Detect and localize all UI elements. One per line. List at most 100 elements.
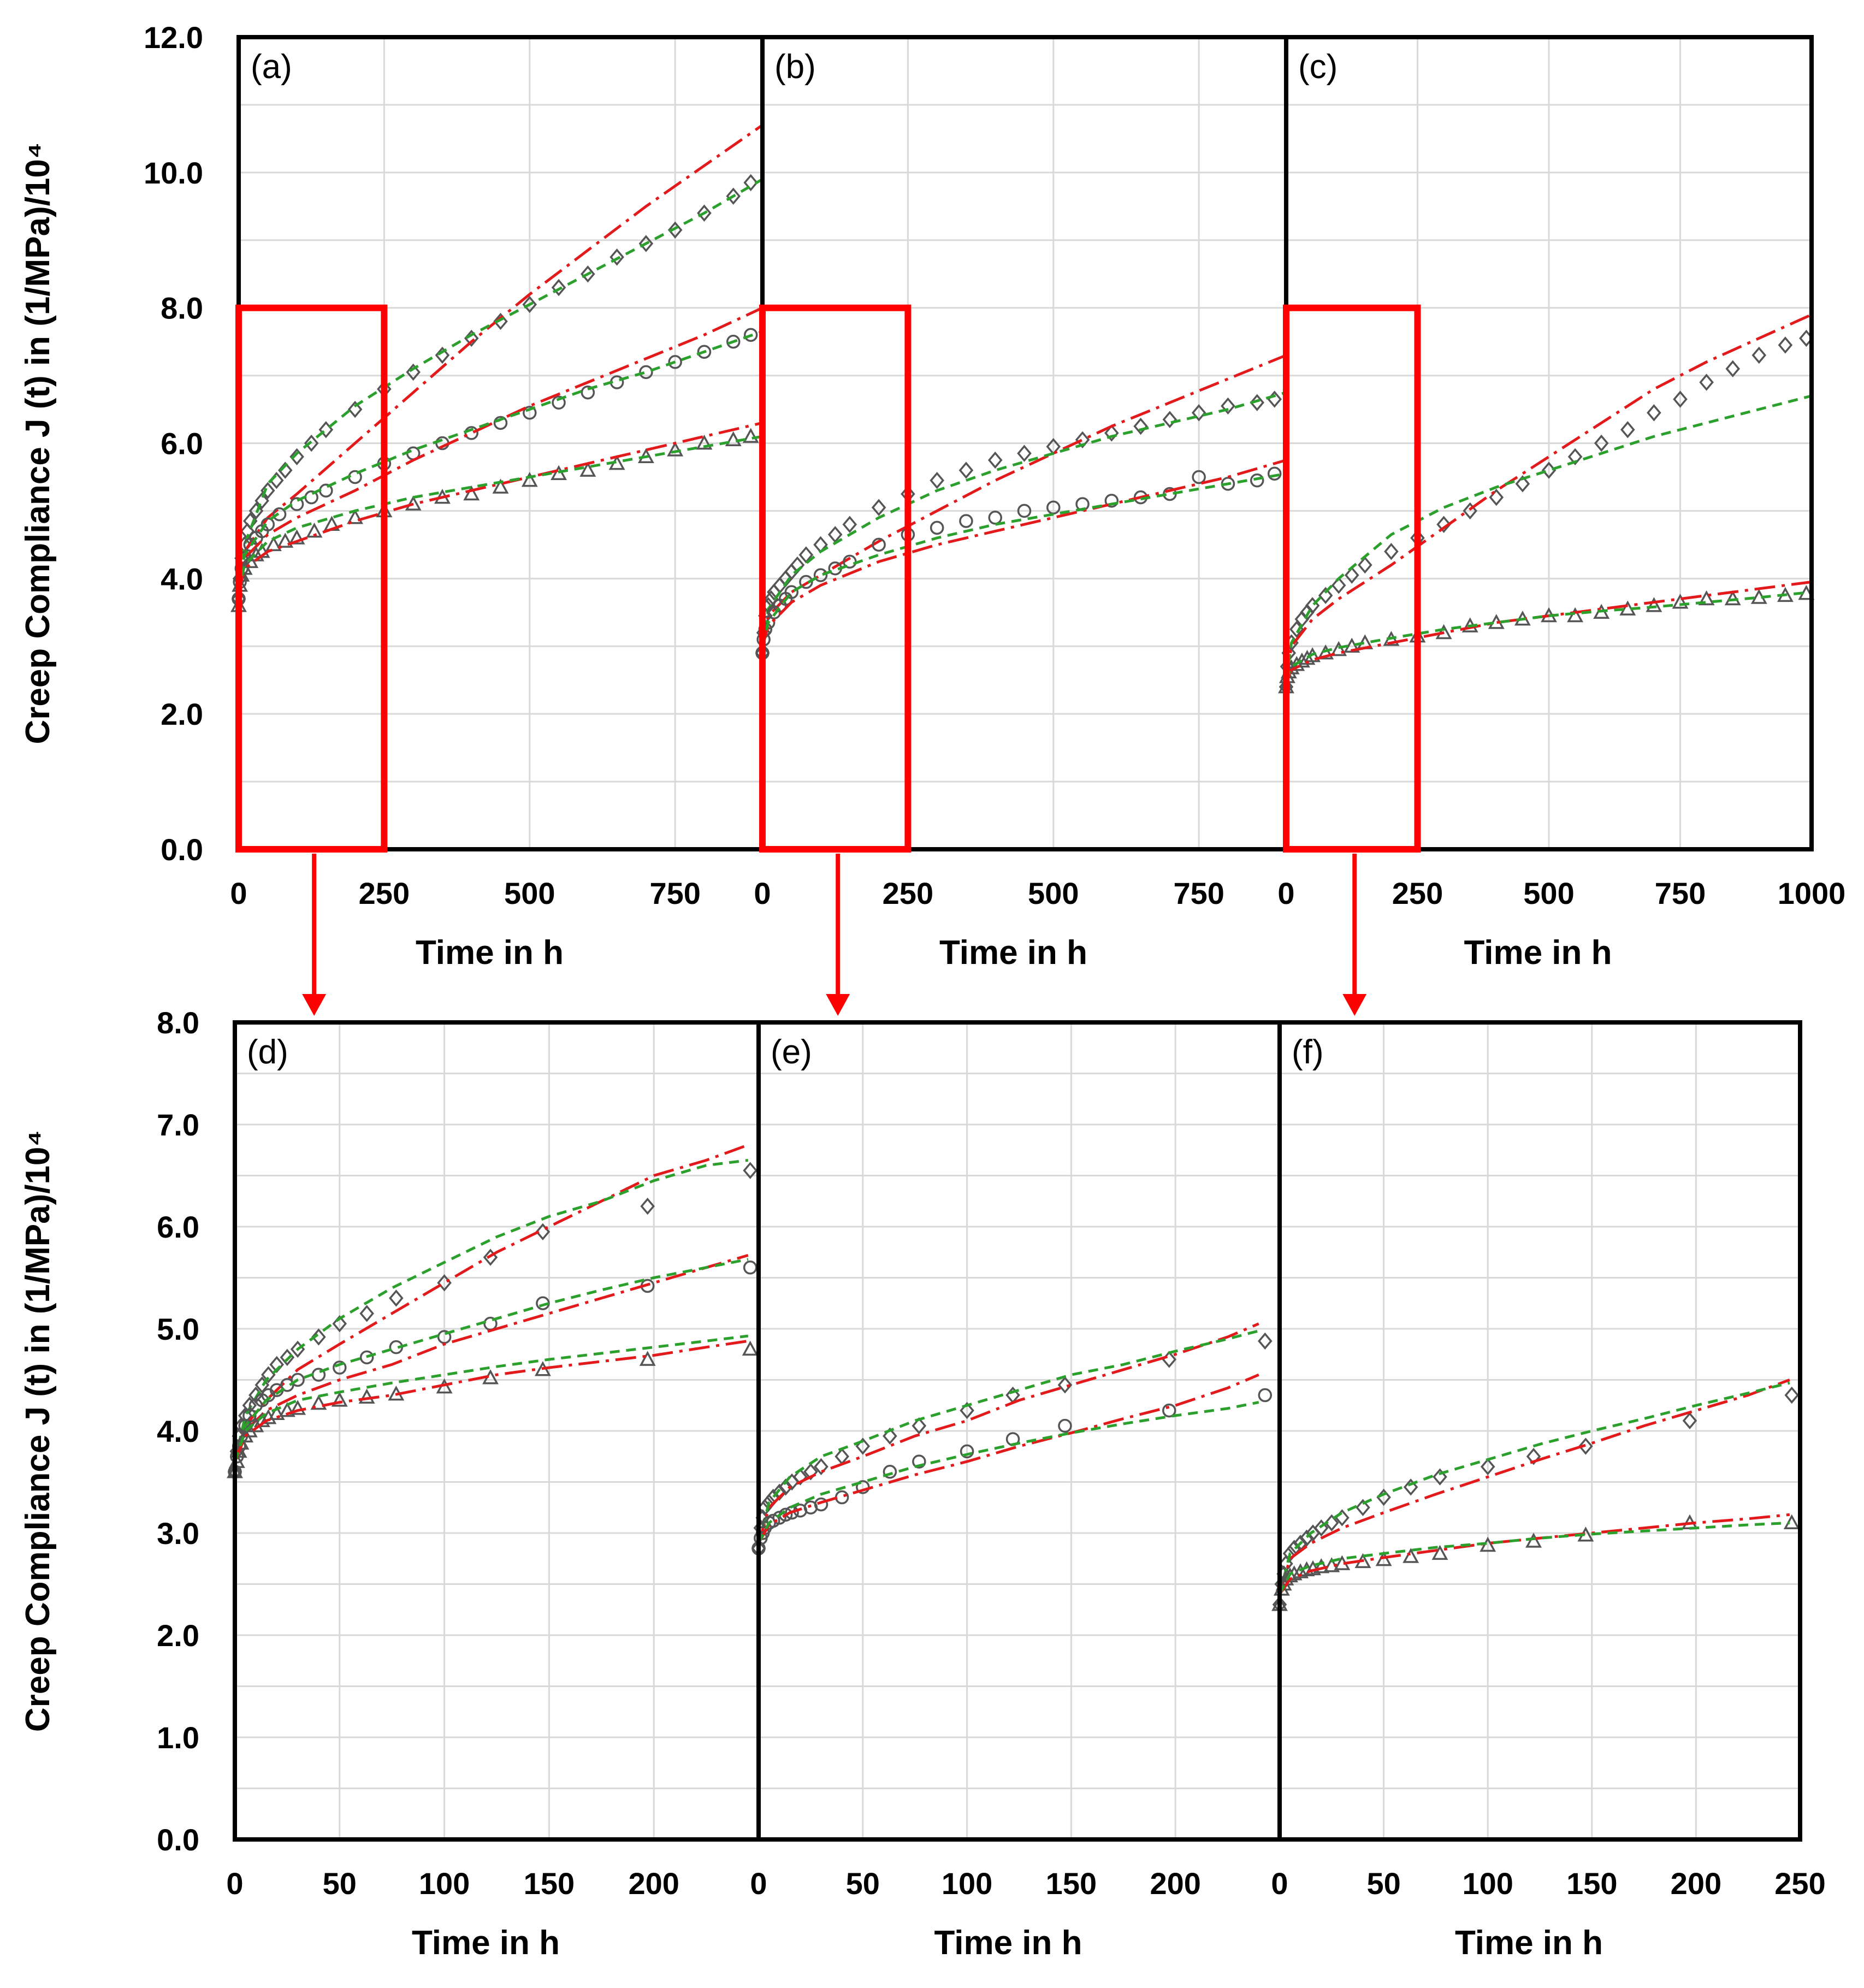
data-point-circle <box>1258 1388 1273 1403</box>
data-point-diamond <box>803 1463 818 1481</box>
data-point-diamond <box>1463 502 1477 520</box>
data-point-triangle <box>1646 597 1662 612</box>
data-point-triangle <box>331 1392 348 1407</box>
fit-line-green <box>233 1158 749 1462</box>
data-point-diamond <box>1191 404 1206 422</box>
data-point-diamond <box>1017 445 1032 462</box>
data-point-circle <box>988 511 1002 525</box>
data-point-diamond <box>1436 516 1451 533</box>
data-point-diamond <box>289 448 304 465</box>
data-point-diamond <box>958 461 974 479</box>
data-point-circle <box>1058 1418 1072 1433</box>
x-tick-label: 150 <box>1046 1866 1097 1901</box>
panel-d: (d) 0 50 100 150 200 Time in h 0.0 1.0 2.0 3.0 4.0 5… <box>19 1005 761 1962</box>
data-point-diamond <box>772 1483 787 1501</box>
zoom-arrow-head <box>1342 994 1367 1016</box>
data-point-diamond <box>311 1328 326 1346</box>
data-point-diamond <box>871 499 886 516</box>
data-point-circle <box>743 328 758 342</box>
x-tick-label: 200 <box>1671 1866 1721 1901</box>
data-point-circle <box>1104 494 1119 508</box>
data-point-triangle <box>310 1394 327 1410</box>
data-point-diamond <box>1751 346 1767 364</box>
data-point-triangle <box>1431 1545 1448 1560</box>
fit-line-red <box>237 421 763 593</box>
data-point-diamond <box>1358 556 1372 574</box>
data-point-triangle <box>696 434 713 450</box>
x-tick-label: 0 <box>750 1866 767 1901</box>
data-point-triangle <box>288 529 305 545</box>
data-point-diamond <box>1578 1437 1593 1455</box>
data-point-diamond <box>1725 360 1740 377</box>
fit-line-red <box>233 1254 749 1462</box>
data-point-circle <box>493 416 508 430</box>
x-tick-label: 100 <box>419 1866 470 1901</box>
x-axis-title: Time in h <box>416 934 564 972</box>
data-point-circle <box>272 507 287 522</box>
fit-line-green <box>233 1334 749 1462</box>
y-tick-label: 0.0 <box>161 832 203 867</box>
x-tick-label: 250 <box>359 876 410 910</box>
fit-line-red <box>761 354 1287 647</box>
data-point-diamond <box>1526 1448 1541 1465</box>
fit-line-red <box>1285 313 1813 681</box>
data-point-triangle <box>1299 649 1316 665</box>
x-tick-label: 100 <box>1462 1866 1513 1901</box>
data-point-diamond <box>1257 1332 1273 1350</box>
y-tick-label: 4.0 <box>161 561 203 596</box>
fit-line-red <box>237 124 764 593</box>
series-circle <box>751 1373 1273 1555</box>
fit-line-green <box>237 330 763 593</box>
fit-line-green <box>1285 394 1812 681</box>
series-circle <box>755 459 1287 660</box>
data-point-diamond <box>1299 1529 1314 1547</box>
data-point-diamond <box>1318 587 1333 605</box>
data-point-triangle <box>268 1405 285 1420</box>
data-point-diamond <box>743 174 758 192</box>
y-tick-label: 1.0 <box>157 1720 199 1755</box>
panel-e: (e) 0 50 100 150 200 Time in h <box>750 1020 1282 1962</box>
data-point-diamond <box>1356 1499 1370 1516</box>
fit-line-red <box>233 1339 749 1463</box>
data-point-triangle <box>667 441 684 457</box>
data-point-diamond <box>255 492 269 510</box>
fit-line-green <box>761 391 1287 647</box>
y-tick-label: 6.0 <box>157 1210 199 1244</box>
data-point-diamond <box>793 1468 808 1486</box>
data-point-diamond <box>1778 336 1793 354</box>
data-point-diamond <box>493 312 508 330</box>
data-point-diamond <box>269 1356 285 1374</box>
y-tick-label: 0.0 <box>157 1823 199 1857</box>
data-point-diamond <box>535 1223 551 1241</box>
data-point-diamond <box>1489 488 1504 506</box>
data-point-diamond <box>667 221 683 239</box>
series-triangle <box>1278 581 1815 694</box>
data-point-diamond <box>261 1366 276 1383</box>
data-point-circle <box>930 520 944 535</box>
panel-frame <box>1277 1020 1802 1842</box>
x-tick-label: 250 <box>1392 876 1443 910</box>
data-point-circle <box>359 1350 374 1365</box>
panel-label: (c) <box>1298 48 1338 86</box>
data-point-diamond <box>1515 475 1530 493</box>
x-tick-label: 0 <box>230 876 247 910</box>
x-tick-label: 1000 <box>1778 876 1846 910</box>
data-point-circle <box>1192 470 1206 484</box>
fit-line-red <box>757 1373 1259 1544</box>
data-point-triangle <box>1525 1533 1542 1548</box>
data-point-triangle <box>1403 1548 1419 1563</box>
panel-a: (a) 0 250 500 750 Time in h 0.0 2.0 4.0 6.0 8.0 10.… <box>19 20 765 972</box>
data-point-diamond <box>551 279 566 297</box>
data-point-diamond <box>1403 1478 1418 1496</box>
data-point-diamond <box>1313 1519 1329 1537</box>
data-point-circle <box>1162 1403 1176 1418</box>
series-triangle <box>1271 1513 1800 1611</box>
data-point-diamond <box>912 1417 927 1435</box>
data-point-diamond <box>1324 1514 1339 1532</box>
y-tick-label: 4.0 <box>157 1414 199 1448</box>
data-point-circle <box>813 568 828 582</box>
x-axis-title: Time in h <box>1464 934 1612 972</box>
data-point-triangle <box>265 536 282 552</box>
x-tick-label: 150 <box>524 1866 575 1901</box>
